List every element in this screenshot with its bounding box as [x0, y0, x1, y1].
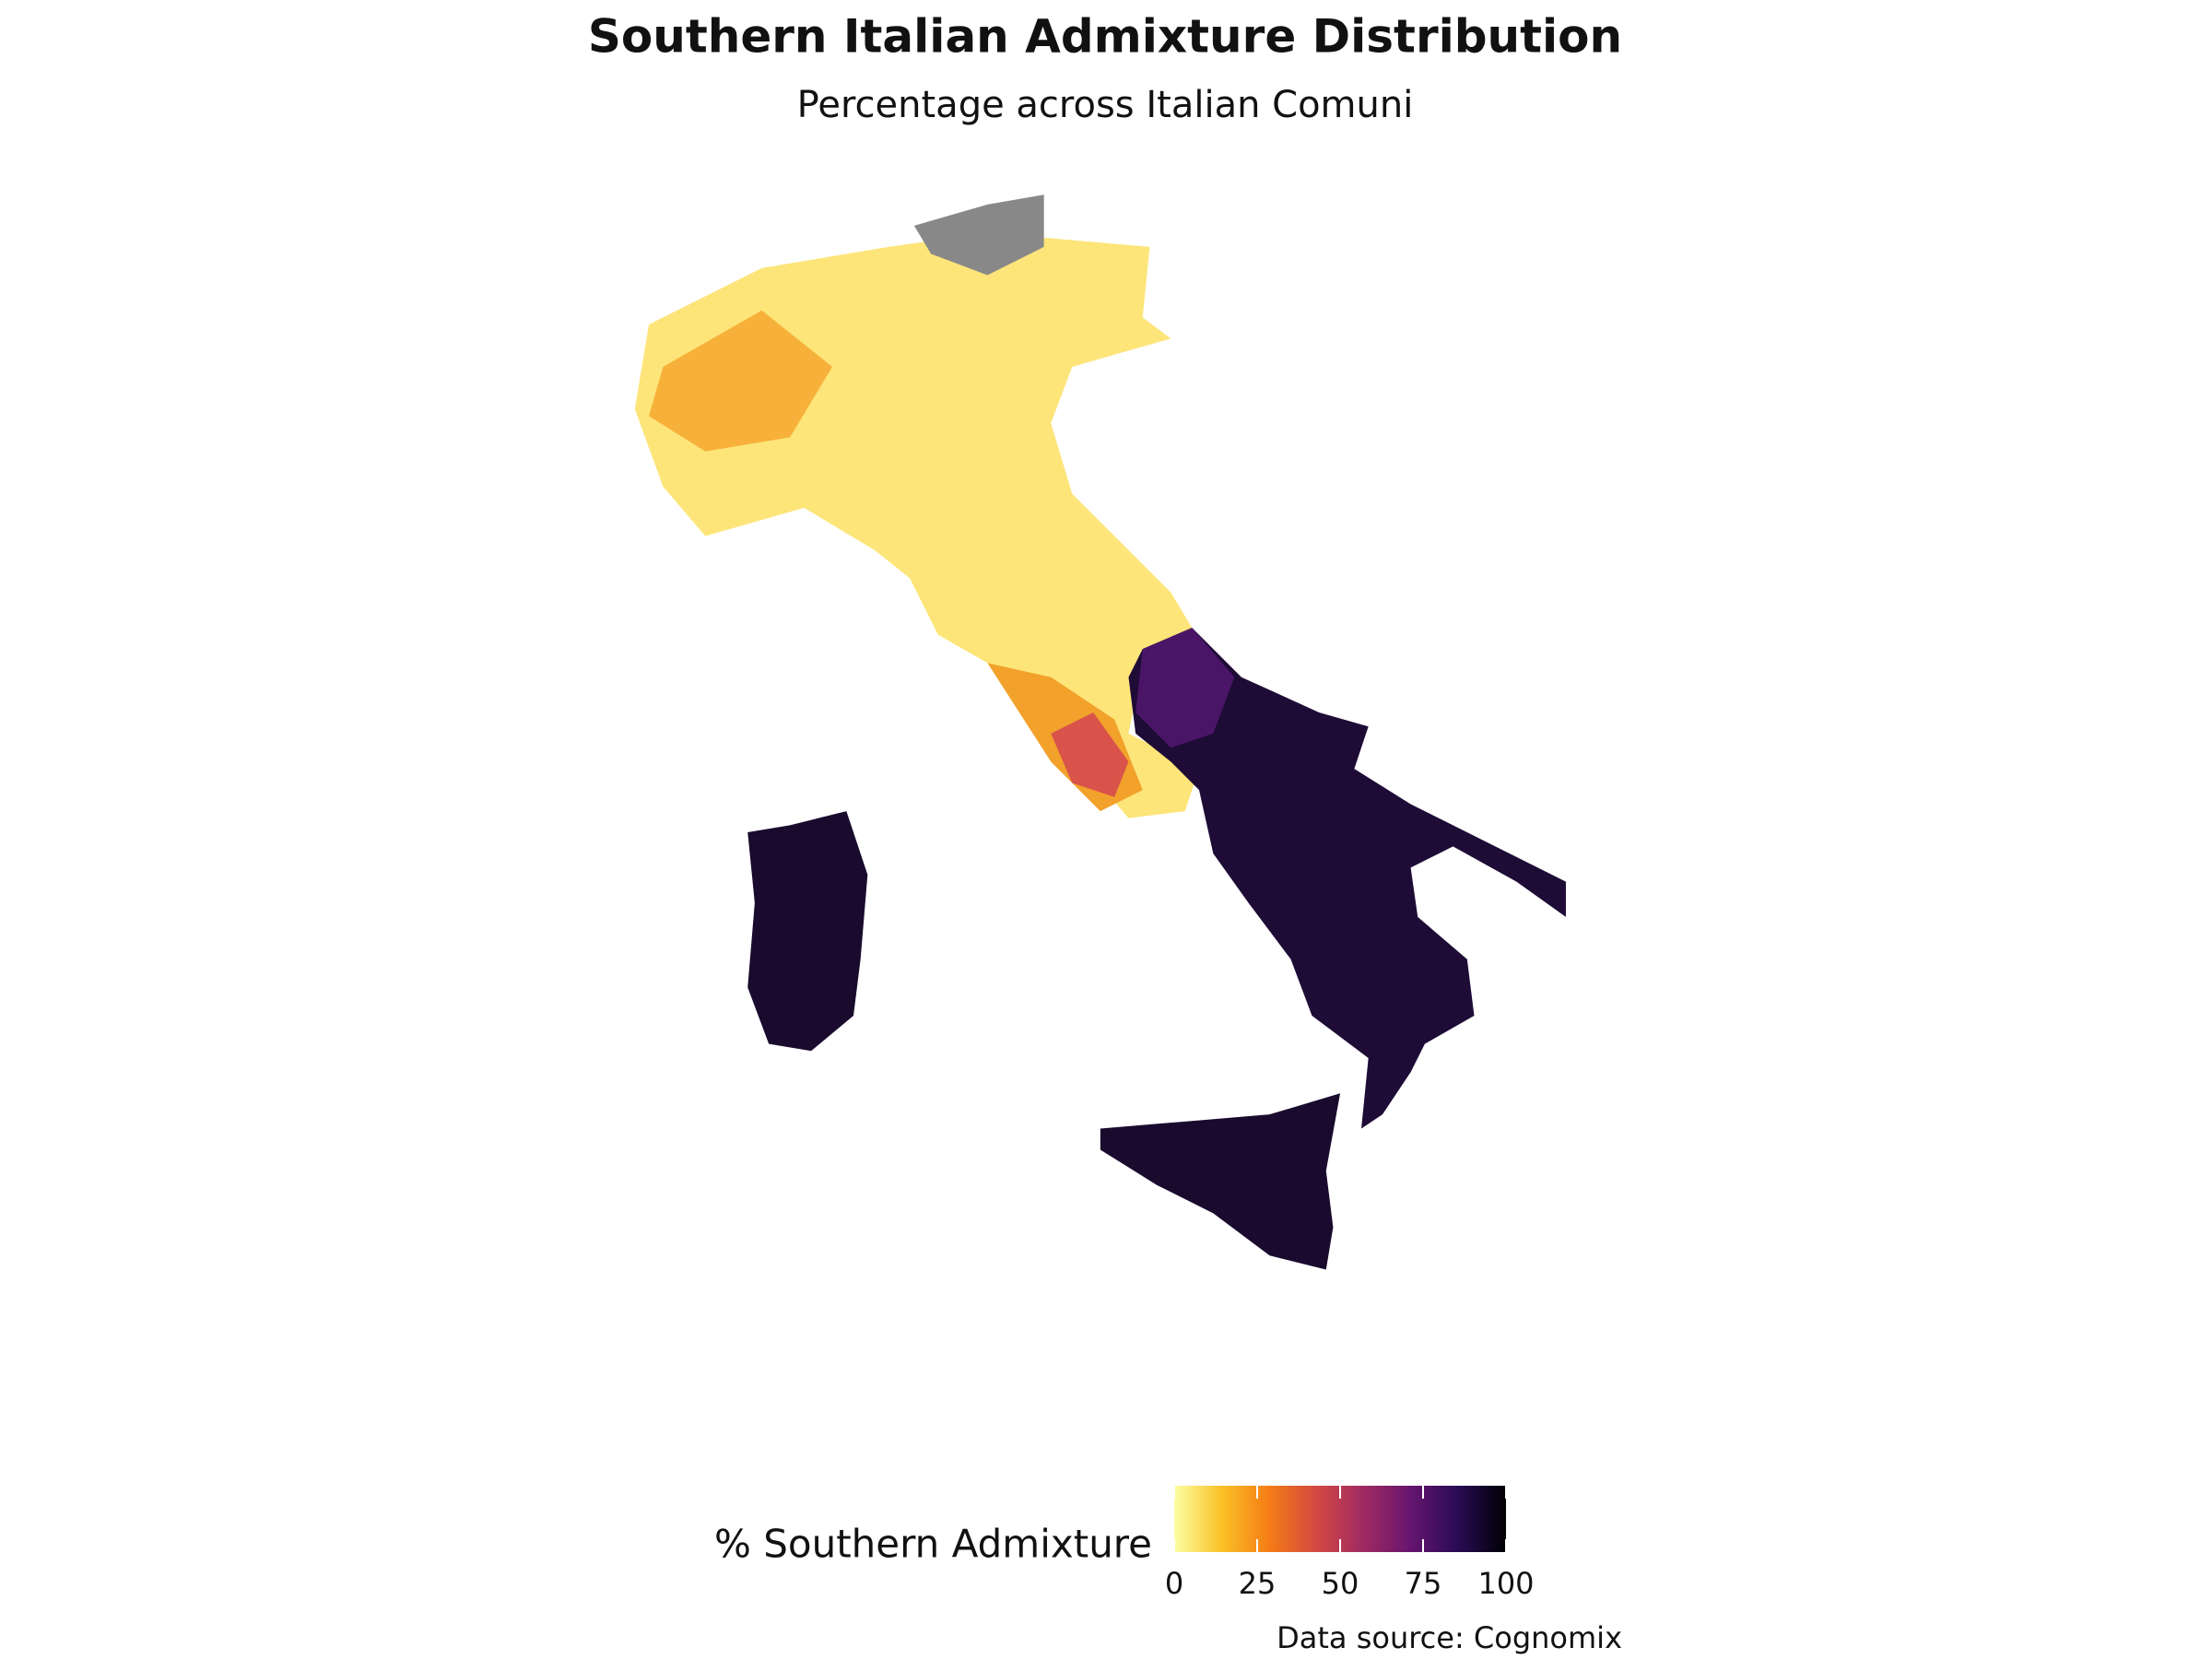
- rome-patch: [1051, 712, 1129, 797]
- sicily: [1100, 1093, 1341, 1270]
- colorbar-tick-label: 75: [1405, 1566, 1442, 1601]
- italy-map: [634, 194, 1566, 1270]
- colorbar-tick-label: 0: [1165, 1566, 1183, 1601]
- legend-title: % Southern Admixture: [714, 1522, 1152, 1567]
- sardinia: [747, 811, 868, 1052]
- abruzzo-patch: [1135, 628, 1235, 748]
- subtitle: Percentage across Italian Comuni: [797, 84, 1414, 126]
- caption: Data source: Cognomix: [1277, 1620, 1622, 1655]
- colorbar-tick-label: 100: [1477, 1566, 1534, 1601]
- colorbar-tick-label: 50: [1322, 1566, 1359, 1601]
- alto-adige: [913, 194, 1044, 276]
- piedmont-patch: [649, 310, 833, 452]
- south-region: [1128, 628, 1566, 1129]
- title: Southern Italian Admixture Distribution: [588, 10, 1622, 64]
- colorbar-tick-label: 25: [1239, 1566, 1277, 1601]
